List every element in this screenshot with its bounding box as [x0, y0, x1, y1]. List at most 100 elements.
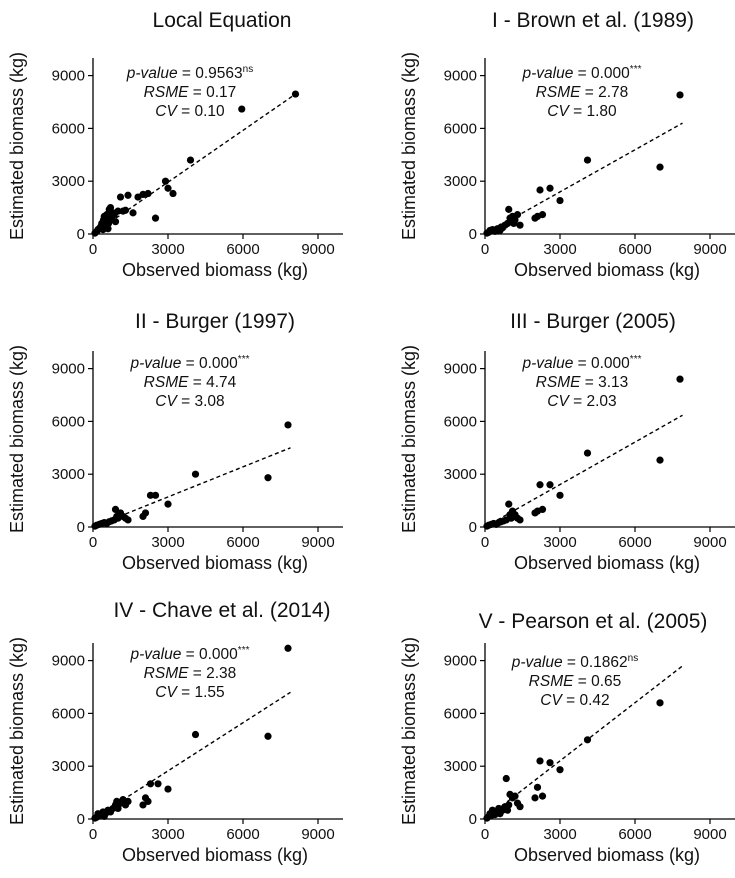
data-point: [238, 105, 246, 113]
x-tick-label: 0: [481, 534, 489, 551]
y-tick-label: 0: [469, 226, 477, 243]
x-tick-label: 6000: [226, 241, 259, 258]
data-point: [164, 500, 172, 508]
x-tick-label: 9000: [301, 826, 334, 843]
data-point: [169, 189, 177, 198]
data-point: [129, 209, 137, 217]
chart-title: II - Burger (1997): [135, 310, 295, 333]
y-tick-label: 6000: [444, 413, 477, 430]
data-point: [536, 481, 544, 489]
stat-pvalue: p-value = 0.000***: [522, 354, 642, 372]
data-point: [546, 759, 554, 767]
x-tick-label: 0: [481, 826, 489, 843]
data-point: [191, 730, 200, 739]
y-tick-label: 6000: [444, 705, 477, 722]
x-axis-label: Observed biomass (kg): [122, 260, 308, 280]
data-point: [502, 774, 510, 783]
data-point: [556, 196, 564, 205]
data-point: [146, 780, 155, 788]
y-tick-label: 3000: [52, 758, 85, 775]
data-point: [583, 449, 592, 457]
data-point: [538, 505, 547, 513]
chart-panel-6: V - Pearson et al. (2005) 0 3000 6000 9000 0 3…: [399, 610, 735, 865]
data-point: [583, 736, 592, 744]
x-tick-label: 3000: [543, 241, 576, 258]
data-point: [516, 221, 524, 229]
stat-rsme: RSME = 2.78: [536, 84, 629, 101]
data-point: [556, 491, 564, 499]
data-point: [538, 792, 547, 800]
data-point: [151, 491, 160, 499]
data-point: [104, 225, 112, 233]
chart-title: Local Equation: [153, 9, 292, 32]
chart-panel-2: I - Brown et al. (1989) 0 3000 6000 9000 0 300…: [399, 9, 735, 280]
data-point: [531, 794, 539, 802]
chart-title: I - Brown et al. (1989): [492, 9, 694, 32]
trend-line: [484, 414, 683, 528]
y-tick-label: 9000: [52, 68, 85, 85]
y-axis-label: Estimated biomass (kg): [7, 345, 27, 533]
x-tick-label: 9000: [301, 241, 334, 258]
data-point: [151, 214, 160, 222]
data-point: [191, 470, 200, 478]
x-tick-label: 6000: [618, 826, 651, 843]
data-point: [546, 481, 554, 489]
data-point: [533, 783, 542, 791]
data-point: [124, 191, 132, 199]
data-point: [144, 797, 152, 806]
data-point: [164, 184, 172, 192]
y-tick-label: 3000: [52, 466, 85, 483]
x-tick-label: 3000: [151, 534, 184, 551]
y-tick-label: 9000: [52, 361, 85, 378]
data-point: [111, 218, 120, 226]
data-point: [556, 766, 564, 774]
stat-pvalue: p-value = 0.000***: [130, 354, 250, 372]
data-point: [111, 505, 120, 513]
data-point: [676, 375, 684, 383]
chart-title: V - Pearson et al. (2005): [479, 610, 708, 633]
data-point: [505, 205, 513, 213]
data-point: [144, 189, 152, 198]
data-point: [656, 456, 664, 464]
data-point: [656, 699, 664, 707]
x-tick-label: 9000: [693, 534, 726, 551]
x-tick-label: 6000: [618, 534, 651, 551]
x-tick-label: 3000: [543, 826, 576, 843]
x-tick-label: 0: [89, 826, 97, 843]
data-point: [538, 211, 547, 219]
data-point: [284, 421, 292, 429]
y-tick-label: 3000: [52, 173, 85, 190]
stat-cv: CV = 1.55: [155, 684, 224, 701]
data-point: [583, 156, 592, 164]
x-axis-label: Observed biomass (kg): [514, 553, 700, 573]
y-tick-label: 0: [469, 519, 477, 536]
y-tick-label: 6000: [52, 413, 85, 430]
data-point: [146, 491, 155, 499]
y-tick-label: 0: [77, 519, 85, 536]
y-tick-label: 6000: [52, 120, 85, 137]
data-point: [516, 803, 524, 811]
y-tick-label: 3000: [444, 758, 477, 775]
y-axis-label: Estimated biomass (kg): [399, 52, 419, 240]
data-point: [139, 801, 147, 809]
data-point: [516, 516, 524, 524]
data-point: [116, 193, 125, 201]
stat-rsme: RSME = 0.17: [144, 84, 237, 101]
x-tick-label: 3000: [151, 241, 184, 258]
chart-title: III - Burger (2005): [510, 310, 676, 333]
x-tick-label: 9000: [301, 534, 334, 551]
data-point: [656, 163, 664, 171]
x-axis-label: Observed biomass (kg): [514, 845, 700, 865]
data-point: [264, 474, 272, 482]
stat-cv: CV = 0.10: [155, 103, 225, 120]
trend-line: [92, 93, 296, 235]
x-tick-label: 0: [481, 241, 489, 258]
y-axis-label: Estimated biomass (kg): [399, 637, 419, 825]
stat-pvalue: p-value = 0.9563ns: [126, 64, 253, 82]
stat-rsme: RSME = 2.38: [144, 665, 237, 682]
y-tick-label: 6000: [52, 705, 85, 722]
data-point: [546, 184, 554, 192]
stat-pvalue: p-value = 0.1862ns: [511, 653, 638, 671]
y-tick-label: 0: [77, 811, 85, 828]
